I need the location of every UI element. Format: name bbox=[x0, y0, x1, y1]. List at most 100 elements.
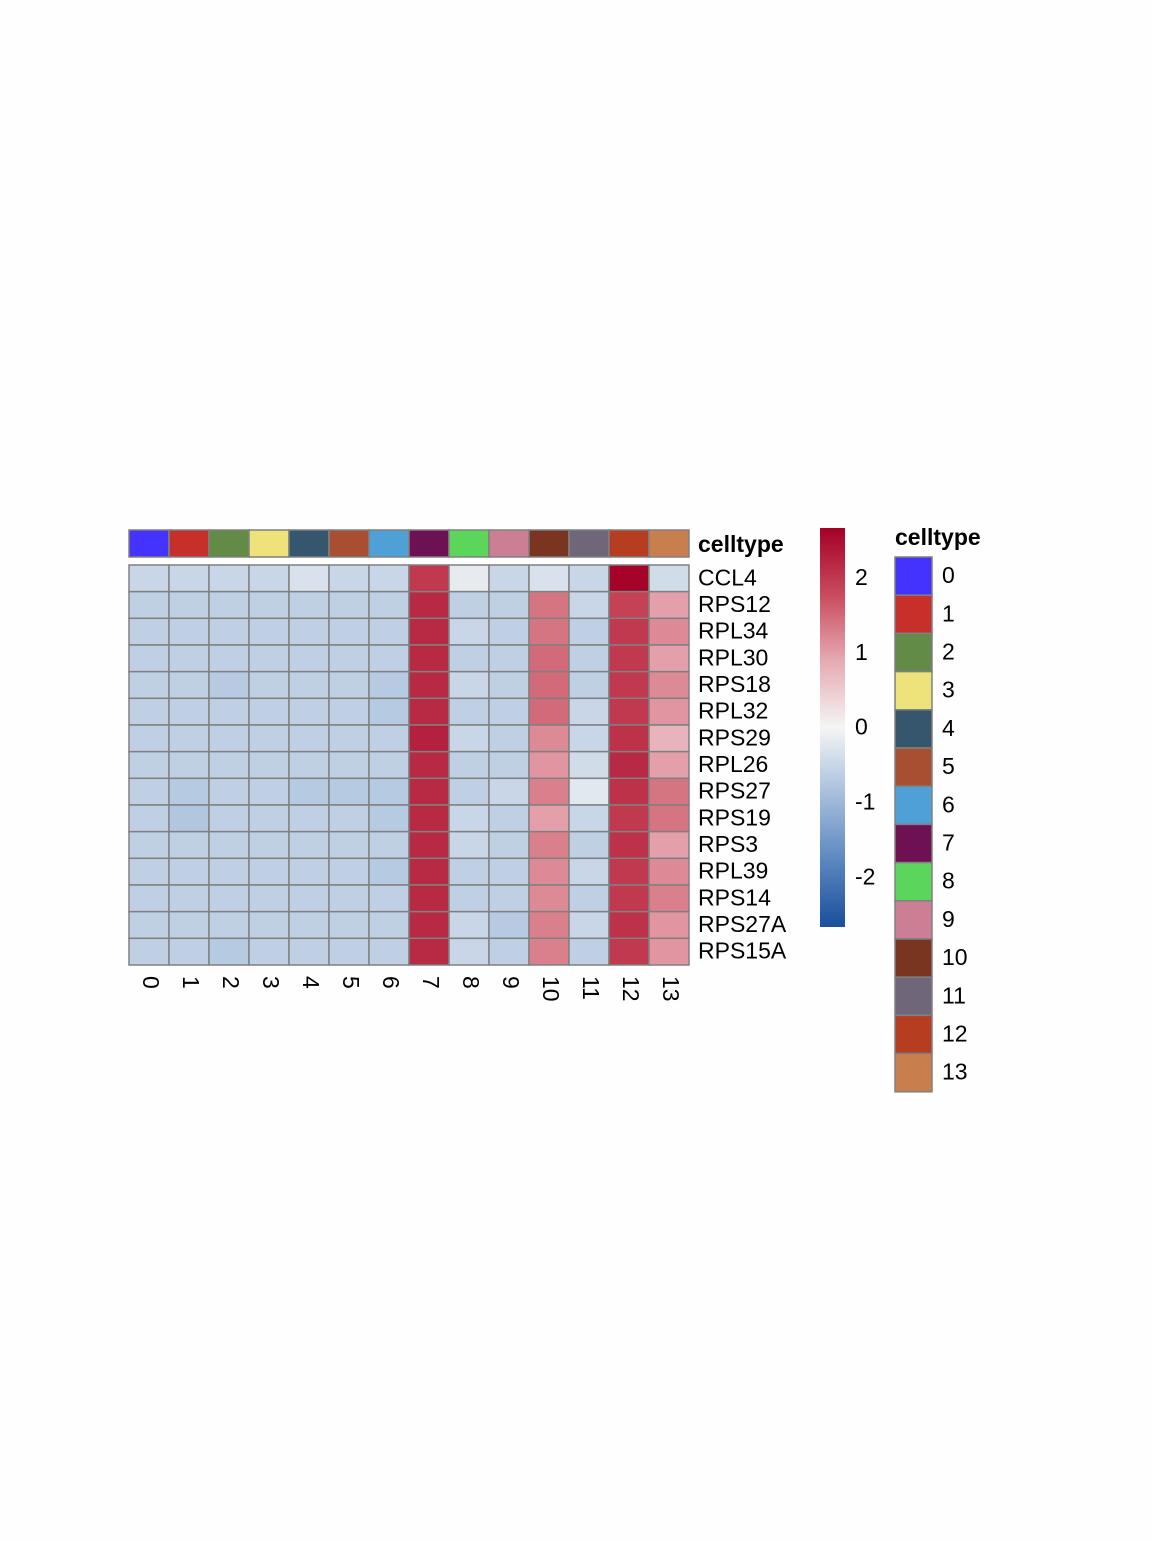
heatmap-cell bbox=[128, 857, 170, 886]
heatmap-cell bbox=[328, 857, 370, 886]
legend-label: 12 bbox=[942, 1020, 968, 1046]
heatmap-cell bbox=[448, 937, 490, 966]
heatmap-cell bbox=[328, 644, 370, 673]
heatmap-cell bbox=[488, 910, 530, 940]
column-label: 5 bbox=[338, 976, 364, 989]
heatmap-cell bbox=[248, 670, 290, 700]
heatmap-cell bbox=[568, 670, 610, 700]
heatmap-cell bbox=[208, 830, 250, 860]
heatmap-cell bbox=[528, 884, 570, 913]
heatmap-cell bbox=[608, 777, 650, 806]
annotation-cell bbox=[208, 529, 250, 558]
legend-swatch bbox=[894, 709, 933, 749]
heatmap-cell bbox=[128, 777, 170, 806]
heatmap-cell bbox=[408, 670, 450, 700]
heatmap-cell bbox=[648, 750, 690, 780]
heatmap-cell bbox=[648, 777, 690, 806]
heatmap-cell bbox=[208, 644, 250, 673]
row-label: RPS15A bbox=[698, 938, 787, 964]
heatmap-cell bbox=[168, 884, 210, 913]
heatmap-cell bbox=[368, 804, 410, 833]
heatmap-cell bbox=[248, 697, 290, 726]
column-label: 4 bbox=[298, 976, 324, 989]
heatmap-cell bbox=[448, 697, 490, 726]
heatmap-cell bbox=[248, 910, 290, 940]
column-label: 8 bbox=[458, 976, 484, 989]
heatmap-cell bbox=[608, 670, 650, 700]
legend-label: 9 bbox=[942, 906, 955, 932]
heatmap-cell bbox=[128, 590, 170, 620]
heatmap-cell bbox=[408, 564, 450, 593]
legend-label: 2 bbox=[942, 638, 955, 664]
heatmap-cell bbox=[568, 804, 610, 833]
heatmap-cell bbox=[608, 830, 650, 860]
heatmap-cell bbox=[448, 804, 490, 833]
legend-label: 3 bbox=[942, 677, 955, 703]
heatmap-cell bbox=[648, 937, 690, 966]
heatmap-cell bbox=[408, 857, 450, 886]
heatmap-cell bbox=[448, 777, 490, 806]
heatmap-cell bbox=[568, 590, 610, 620]
legend-swatch bbox=[894, 670, 933, 711]
heatmap-cell bbox=[568, 617, 610, 646]
heatmap-cell bbox=[448, 910, 490, 940]
heatmap-cell bbox=[248, 830, 290, 860]
legend-swatch bbox=[894, 594, 933, 635]
heatmap-cell bbox=[408, 724, 450, 753]
heatmap-cell bbox=[288, 910, 330, 940]
heatmap-cell bbox=[248, 937, 290, 966]
annotation-cell bbox=[648, 529, 690, 558]
heatmap-cell bbox=[528, 697, 570, 726]
heatmap-cell bbox=[488, 590, 530, 620]
annotation-label: celltype bbox=[698, 531, 784, 557]
legend-swatch bbox=[894, 1052, 933, 1093]
heatmap-cell bbox=[608, 564, 650, 593]
heatmap-cell bbox=[528, 857, 570, 886]
legend-swatch bbox=[894, 785, 933, 826]
heatmap-cell bbox=[208, 937, 250, 966]
heatmap-cell bbox=[328, 937, 370, 966]
heatmap-cell bbox=[488, 804, 530, 833]
heatmap-cell bbox=[488, 644, 530, 673]
heatmap-cell bbox=[168, 777, 210, 806]
heatmap-cell bbox=[568, 724, 610, 753]
heatmap-cell bbox=[648, 910, 690, 940]
legend-label: 1 bbox=[942, 600, 955, 626]
annotation-cell bbox=[128, 529, 170, 558]
column-label: 6 bbox=[378, 976, 404, 989]
heatmap-cell bbox=[288, 590, 330, 620]
legend-label: 13 bbox=[942, 1059, 968, 1085]
row-label: RPL39 bbox=[698, 858, 768, 884]
heatmap-cell bbox=[528, 937, 570, 966]
row-label: RPS27 bbox=[698, 778, 771, 804]
annotation-cell bbox=[488, 529, 530, 558]
heatmap-cell bbox=[168, 564, 210, 593]
column-label: 11 bbox=[578, 976, 604, 1000]
heatmap-cell bbox=[288, 697, 330, 726]
heatmap-cell bbox=[608, 617, 650, 646]
annotation-cell bbox=[408, 529, 450, 558]
heatmap-cell bbox=[648, 830, 690, 860]
heatmap-cell bbox=[248, 564, 290, 593]
heatmap-cell bbox=[288, 617, 330, 646]
heatmap-cell bbox=[408, 804, 450, 833]
colorbar-tick-label: 1 bbox=[855, 639, 868, 665]
heatmap-cell bbox=[608, 804, 650, 833]
annotation-cell bbox=[608, 529, 650, 558]
heatmap-cell bbox=[488, 617, 530, 646]
heatmap-cell bbox=[328, 777, 370, 806]
column-label: 12 bbox=[618, 976, 644, 1002]
heatmap-cell bbox=[568, 697, 610, 726]
legend-swatch bbox=[894, 747, 933, 787]
heatmap-cell bbox=[248, 590, 290, 620]
heatmap-cell bbox=[128, 617, 170, 646]
heatmap-cell bbox=[608, 590, 650, 620]
heatmap-cell bbox=[368, 937, 410, 966]
heatmap-cell bbox=[368, 564, 410, 593]
legend-swatch bbox=[894, 1014, 933, 1055]
heatmap-cell bbox=[368, 697, 410, 726]
heatmap-cell bbox=[488, 884, 530, 913]
annotation-cell bbox=[328, 529, 370, 558]
colorbar-tick-label: -2 bbox=[855, 863, 875, 889]
